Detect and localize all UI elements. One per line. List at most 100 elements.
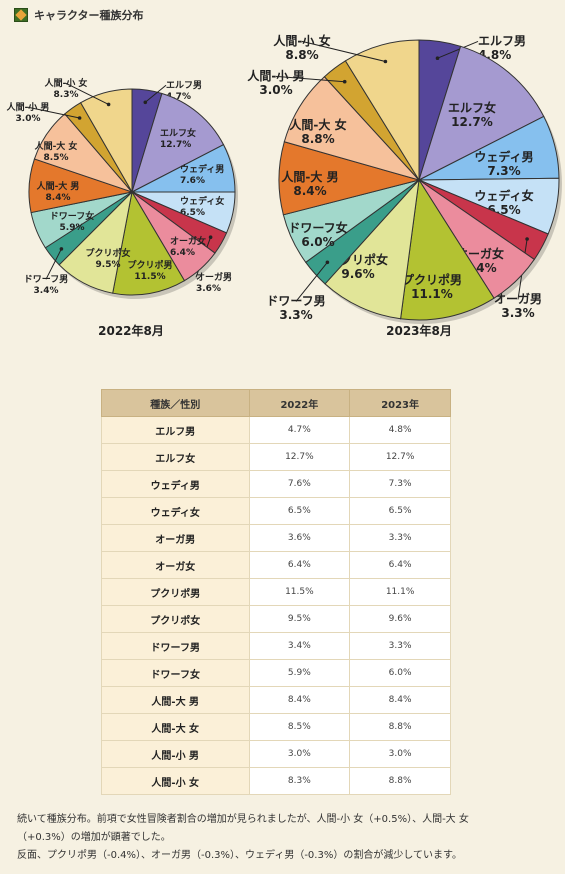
- value-2022-cell: 7.6%: [248, 470, 351, 498]
- value-2023-cell: 11.1%: [349, 578, 451, 606]
- note-line: 続いて種族分布。前項で女性冒険者割合の増加が見られましたが、人間-小 女（+0.…: [17, 814, 469, 825]
- leader-dot: [435, 56, 440, 60]
- leader-line: [45, 248, 62, 280]
- slice-value-label: 9.5%: [96, 260, 121, 270]
- leader-line: [144, 84, 167, 103]
- table-row: ウェディ男 7.6% 7.3%: [101, 470, 451, 498]
- slice-value-label: 11.5%: [134, 272, 165, 282]
- slice-value-label: 7.6%: [180, 176, 205, 186]
- slice-value-label: 6.4%: [170, 248, 195, 258]
- table-row: 人間-大 男 8.4% 8.4%: [101, 686, 451, 714]
- race-cell: プクリポ女: [101, 605, 250, 633]
- value-2022-cell: 12.7%: [248, 443, 351, 471]
- pie-slice: [418, 45, 545, 181]
- table-row: 人間-小 女 8.3% 8.8%: [101, 767, 451, 795]
- slice-category-label: 人間-小 男: [247, 68, 304, 83]
- slice-category-label: ウェディ男: [474, 149, 533, 164]
- slice-value-label: 8.4%: [46, 193, 71, 203]
- table-row: ドワーフ女 5.9% 6.0%: [101, 659, 451, 687]
- table-row: エルフ男 4.7% 4.8%: [101, 416, 451, 444]
- slice-value-label: 3.4%: [34, 286, 59, 296]
- slice-value-label: 8.3%: [54, 90, 79, 100]
- value-2022-cell: 3.6%: [248, 524, 351, 552]
- value-2022-cell: 11.5%: [248, 578, 351, 606]
- table-row: プクリポ男 11.5% 11.1%: [101, 578, 451, 606]
- table-row: ドワーフ男 3.4% 3.3%: [101, 632, 451, 660]
- slice-category-label: 人間-小 女: [44, 77, 88, 89]
- pie-slice: [324, 178, 420, 320]
- slice-category-label: ドワーフ男: [24, 274, 68, 285]
- race-cell: オーガ女: [101, 551, 250, 579]
- table-row: オーガ男 3.6% 3.3%: [101, 524, 451, 552]
- slice-value-label: 7.3%: [487, 164, 520, 178]
- slice-value-label: 8.8%: [301, 132, 334, 146]
- table-row: オーガ女 6.4% 6.4%: [101, 551, 451, 579]
- table-row: エルフ女 12.7% 12.7%: [101, 443, 451, 471]
- slice-category-label: 人間-大 男: [281, 169, 338, 184]
- col-header-2023: 2023年: [349, 389, 451, 417]
- race-cell: 人間-大 女: [101, 713, 250, 741]
- note-line: 反面、プクリポ男（-0.4%）、オーガ男（-0.3%）、ウェディ男（-0.3%）…: [17, 850, 463, 861]
- race-distribution-table: 種族／性別 2022年 2023年 エルフ男 4.7% 4.8% エルフ女 12.7% 1…: [101, 389, 451, 795]
- slice-value-label: 3.3%: [279, 308, 312, 322]
- slice-category-label: エルフ女: [448, 100, 496, 115]
- leader-dot: [77, 116, 82, 120]
- slice-value-label: 12.7%: [160, 140, 191, 150]
- slice-value-label: 8.8%: [285, 48, 318, 62]
- value-2022-cell: 8.3%: [248, 767, 351, 795]
- slice-value-label: 9.6%: [341, 267, 374, 281]
- pie-slice: [400, 178, 495, 321]
- slice-category-label: 人間-大 女: [34, 140, 78, 152]
- leader-dot: [59, 247, 64, 251]
- table-row: ウェディ女 6.5% 6.5%: [101, 497, 451, 525]
- value-2022-cell: 8.4%: [248, 686, 351, 714]
- value-2022-cell: 3.0%: [248, 740, 351, 768]
- value-2022-cell: 3.4%: [248, 632, 351, 660]
- leader-line: [65, 82, 109, 105]
- note-line: （+0.3%）の増加が顕著でした。: [17, 832, 171, 843]
- slice-category-label: エルフ男: [166, 80, 202, 91]
- slice-value-label: 6.0%: [301, 235, 334, 249]
- slice-category-label: プクリポ男: [127, 259, 172, 271]
- slice-value-label: 11.1%: [411, 287, 453, 301]
- chart-title: 2022年8月: [98, 323, 164, 338]
- slice-value-label: 3.3%: [501, 306, 534, 320]
- slice-category-label: オーガ男: [196, 271, 232, 283]
- chart-title: 2023年8月: [386, 323, 452, 338]
- table-row: 人間-大 女 8.5% 8.8%: [101, 713, 451, 741]
- leader-dot: [325, 260, 330, 265]
- leader-dot: [106, 102, 111, 107]
- value-2023-cell: 12.7%: [349, 443, 451, 471]
- slice-category-label: ウェディ男: [180, 163, 224, 175]
- slice-value-label: 5.9%: [60, 223, 85, 233]
- leader-dot: [143, 100, 148, 105]
- slice-value-label: 12.7%: [451, 115, 493, 129]
- slice-value-label: 4.7%: [166, 92, 191, 102]
- race-cell: 人間-小 女: [101, 767, 250, 795]
- leader-line: [301, 40, 386, 62]
- section-title: キャラクター種族分布: [34, 9, 144, 22]
- pie-chart-2022: エルフ男4.7%エルフ女12.7%ウェディ男7.6%ウェディ女6.5%オーガ男3…: [6, 77, 238, 338]
- slice-category-label: 人間-小 女: [273, 33, 330, 48]
- notes: 続いて種族分布。前項で女性冒険者割合の増加が見られましたが、人間-小 女（+0.…: [17, 811, 552, 865]
- col-header-race: 種族／性別: [101, 389, 250, 417]
- race-cell: ドワーフ男: [101, 632, 250, 660]
- slice-category-label: エルフ男: [478, 34, 526, 48]
- leader-dot: [525, 237, 529, 241]
- value-2023-cell: 6.5%: [349, 497, 451, 525]
- slice-category-label: 人間-大 男: [36, 180, 80, 192]
- race-cell: ウェディ男: [101, 470, 250, 498]
- value-2023-cell: 3.3%: [349, 632, 451, 660]
- value-2022-cell: 6.5%: [248, 497, 351, 525]
- value-2023-cell: 3.0%: [349, 740, 451, 768]
- table-row: プクリポ女 9.5% 9.6%: [101, 605, 451, 633]
- pie-slice: [131, 92, 225, 193]
- slice-category-label: 人間-大 女: [289, 117, 346, 132]
- slice-value-label: 8.5%: [44, 153, 69, 163]
- pie-slice: [80, 88, 133, 194]
- race-cell: オーガ男: [101, 524, 250, 552]
- value-2023-cell: 9.6%: [349, 605, 451, 633]
- race-cell: エルフ男: [101, 416, 250, 444]
- value-2023-cell: 7.3%: [349, 470, 451, 498]
- slice-category-label: ウェディ女: [474, 188, 533, 203]
